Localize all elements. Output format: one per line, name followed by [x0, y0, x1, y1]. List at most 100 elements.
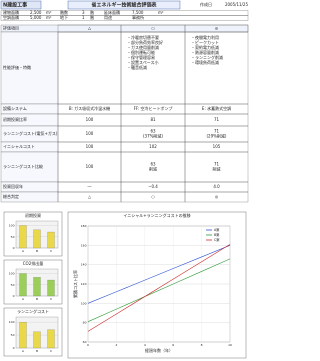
y-tick-label: 100: [9, 224, 15, 228]
row-label: 初期投資比率: [3, 116, 27, 122]
y-tick-label: 120: [81, 282, 87, 286]
cell-text: 100: [86, 131, 94, 136]
company: N建設工事: [3, 2, 27, 9]
col-head-text: △: [88, 26, 92, 31]
cell-text: 100: [86, 164, 94, 169]
cell-text: ・夜間電力利用: [191, 34, 219, 40]
x-tick-label: 6: [172, 343, 174, 347]
y-tick-label: 50: [11, 283, 15, 287]
cell-text: ・設置スペース小: [127, 59, 159, 65]
y-tick-label: 60: [83, 340, 87, 344]
y-tick-label: 100: [9, 320, 15, 324]
y-tick-label: 0: [13, 346, 15, 350]
info-text: 2,500: [30, 10, 42, 15]
info-text: m²: [46, 15, 52, 20]
label-cell: [0, 31, 59, 105]
cell-text: ・ガス使用量削減: [127, 44, 159, 50]
chart-title: ランニングコスト: [17, 308, 49, 314]
x-tick-label: C: [50, 249, 52, 253]
col-head-text: ◎: [215, 26, 219, 31]
bar: [47, 279, 55, 297]
x-label: 経過年数（年）: [145, 347, 173, 353]
y-tick-label: 50: [11, 333, 15, 337]
page: N建設工事 省エネルギー技術総合評価表 作成日 2005/11/25 建物面積 2…: [0, 0, 249, 359]
row-label: 投資回収年: [3, 183, 23, 189]
date: 2005/11/25: [225, 2, 249, 7]
cell-text: △: [88, 194, 92, 199]
info-row: [0, 15, 249, 21]
x-tick-label: 8: [201, 343, 203, 347]
col-head-text: ○: [151, 26, 155, 31]
cell-text: ◎: [215, 194, 219, 199]
cell-text: ・契約電力低減: [191, 44, 219, 50]
cell-text: FF: 空冷ヒートポンプ: [134, 105, 173, 111]
row-label: 性能評価・特徴: [3, 64, 31, 70]
info-text: 地下: [60, 14, 68, 20]
title-box: [67, 0, 181, 10]
title: 省エネルギー技術総合評価表: [90, 2, 157, 9]
cell-text: 81: [150, 117, 156, 122]
info-text: 階: [90, 9, 94, 15]
y-tick-label: 80: [83, 321, 87, 325]
header-row: [0, 24, 249, 33]
legend-label: C案: [214, 237, 220, 242]
info-text: 5,000: [30, 15, 42, 20]
y-tick-label: 0: [13, 294, 15, 298]
row-label: 総合判定: [3, 193, 19, 199]
chart-title: イニシャル+ランニングコストの推移: [123, 212, 190, 218]
chart-title: 初期投資: [25, 212, 41, 218]
info-text: 建物面積: [3, 9, 19, 15]
x-tick-label: 2: [115, 343, 117, 347]
legend-label: A案: [214, 227, 220, 232]
cell-text: (37%削減): [143, 133, 163, 139]
info-text: m²: [46, 10, 52, 15]
row-label: ランニングコスト比較: [3, 163, 43, 169]
y-label: 累積コスト比率: [72, 270, 78, 298]
info-text: m²: [158, 10, 164, 15]
cell-text: 63: [150, 129, 156, 134]
row-label: イニシャルコスト: [3, 144, 35, 149]
cell-text: ・部分負荷効率良好: [127, 39, 163, 45]
chart-title: CO2排出量: [23, 260, 44, 266]
y-tick-label: 0: [13, 246, 15, 250]
cell-text: 4.0: [213, 184, 220, 189]
bar: [47, 329, 55, 349]
series-line: [87, 244, 231, 332]
x-tick-label: A: [22, 349, 25, 353]
bar: [33, 229, 41, 249]
y-tick-label: 100: [81, 301, 87, 305]
info-text: 延床面積: [104, 9, 120, 15]
y-tick-label: 160: [81, 243, 87, 247]
cell-text: ・ランニング削減: [191, 54, 223, 60]
info-text: 階数: [60, 9, 68, 15]
cell: [57, 31, 122, 105]
info-text: 3: [82, 10, 85, 15]
y-tick-label: 100: [9, 272, 15, 276]
cell-text: ・ピークカット: [191, 39, 219, 45]
series-line: [87, 245, 231, 304]
row-label: 設備システム: [3, 105, 27, 111]
y-tick-label: 180: [81, 224, 87, 228]
cell-text: ・保守管理容易: [127, 54, 155, 60]
bar: [19, 273, 27, 297]
bar: [19, 225, 27, 249]
bar: [19, 322, 27, 349]
bar: [47, 231, 55, 249]
cell-text: ・個別運転可能: [127, 49, 155, 55]
x-tick-label: C: [50, 297, 52, 301]
cell-text: B: ガス吸収式冷温水機: [69, 105, 110, 111]
x-tick-label: B: [36, 349, 38, 353]
cell: [184, 191, 249, 203]
x-tick-label: A: [22, 297, 25, 301]
bar: [33, 277, 41, 297]
info-text: 用途: [104, 14, 112, 20]
row-label: ランニングコスト(電気+ガス): [3, 130, 58, 136]
cell-text: 105: [213, 144, 221, 149]
legend-label: B案: [214, 232, 220, 237]
cell-text: ・熱源容量削減: [191, 49, 219, 55]
cell-text: 102: [149, 144, 157, 149]
cell-text: E: 氷蓄熱式空調: [202, 105, 231, 111]
y-tick-label: 50: [11, 235, 15, 239]
cell-text: 71: [214, 162, 220, 167]
info-text: 事務所: [132, 14, 144, 20]
